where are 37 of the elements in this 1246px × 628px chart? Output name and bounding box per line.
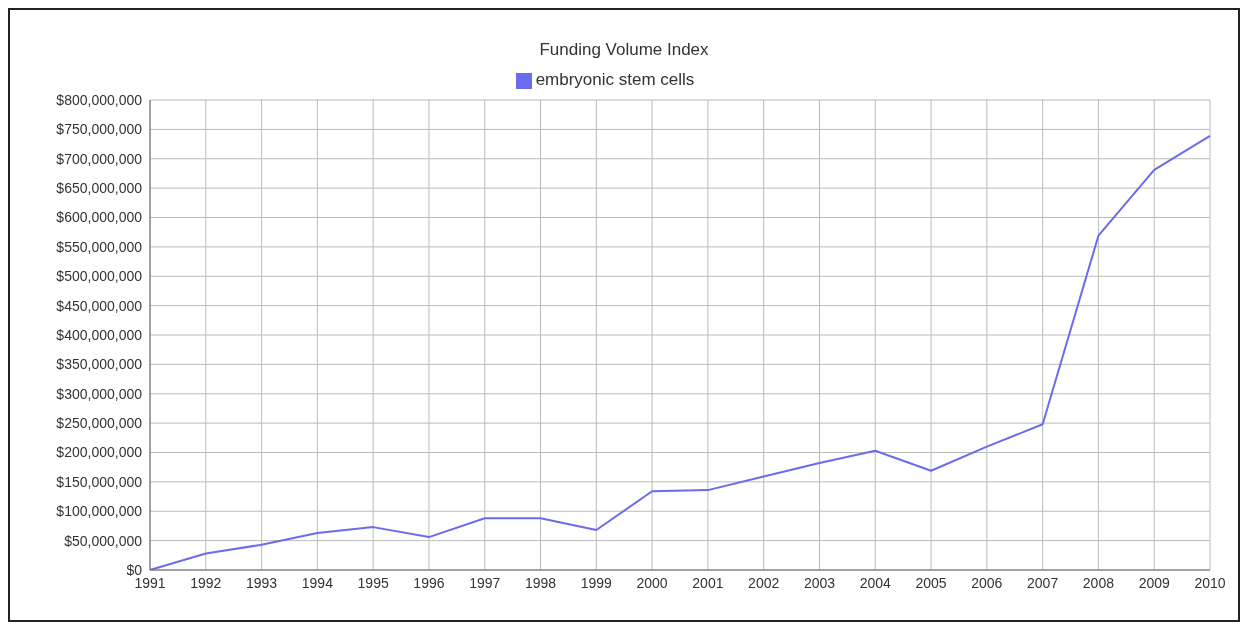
x-tick-label: 1992	[190, 574, 222, 591]
x-tick-label: 1995	[357, 574, 389, 591]
x-tick-label: 1997	[469, 574, 501, 591]
y-tick-label: $100,000,000	[56, 503, 143, 520]
y-tick-label: $350,000,000	[56, 356, 143, 373]
x-tick-label: 2003	[803, 574, 836, 591]
x-tick-label: 2001	[692, 574, 724, 591]
y-tick-label: $550,000,000	[56, 238, 143, 255]
y-tick-label: $600,000,000	[56, 209, 143, 226]
y-tick-label: $500,000,000	[56, 268, 143, 285]
x-tick-label: 2009	[1138, 574, 1170, 591]
y-tick-label: $300,000,000	[56, 385, 143, 402]
x-tick-label: 1993	[246, 574, 278, 591]
chart-title: Funding Volume Index	[538, 40, 710, 60]
y-tick-label: $200,000,000	[56, 444, 143, 461]
y-tick-label: $150,000,000	[56, 473, 143, 490]
x-tick-label: 1994	[301, 574, 334, 591]
x-tick-label: 2006	[971, 574, 1003, 591]
x-tick-label: 2004	[859, 574, 892, 591]
legend-label: embryonic stem cells	[535, 70, 695, 89]
y-tick-label: $50,000,000	[64, 532, 143, 549]
x-tick-label: 1996	[413, 574, 445, 591]
y-tick-label: $450,000,000	[56, 297, 143, 314]
x-tick-label: 2002	[748, 574, 780, 591]
y-tick-label: $400,000,000	[56, 326, 143, 343]
x-tick-label: 1998	[524, 574, 557, 591]
y-tick-label: $750,000,000	[56, 121, 143, 138]
x-tick-label: 2000	[636, 574, 668, 591]
x-tick-label: 2010	[1194, 574, 1226, 591]
y-tick-label: $650,000,000	[56, 180, 143, 197]
y-tick-label: $700,000,000	[56, 150, 143, 167]
x-tick-label: 2008	[1082, 574, 1115, 591]
y-tick-label: $800,000,000	[56, 91, 143, 108]
x-tick-label: 2007	[1027, 574, 1059, 591]
y-tick-label: $250,000,000	[56, 415, 143, 432]
x-tick-label: 1999	[580, 574, 613, 591]
x-tick-label: 2005	[915, 574, 947, 591]
